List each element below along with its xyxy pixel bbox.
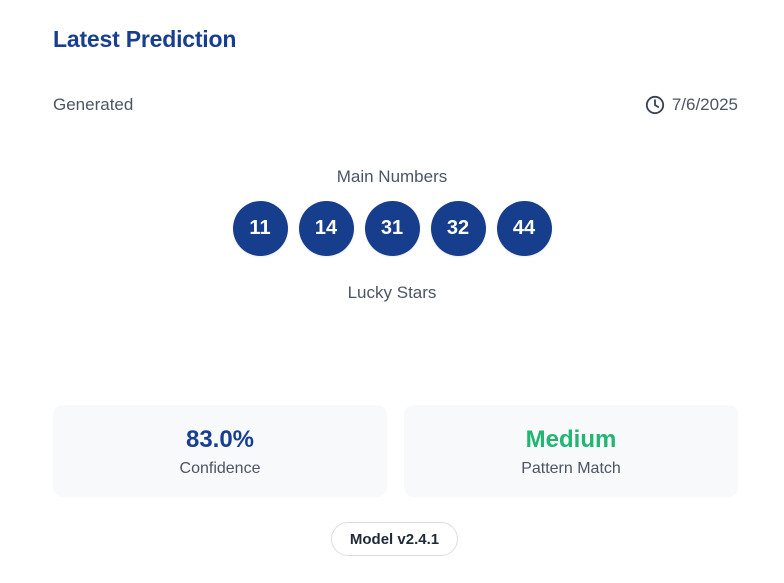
confidence-value: 83.0% <box>185 426 255 453</box>
number-ball: 11 <box>232 201 288 256</box>
generated-date: 7/6/2025 <box>645 95 738 115</box>
pattern-match-value: Medium <box>525 426 617 453</box>
confidence-label: Confidence <box>179 460 261 477</box>
generated-label: Generated <box>53 95 134 114</box>
pattern-match-label: Pattern Match <box>521 460 621 477</box>
confidence-card: 83.0% Confidence <box>53 405 387 497</box>
generated-date-text: 7/6/2025 <box>671 95 738 114</box>
main-numbers-label: Main Numbers <box>336 167 448 186</box>
number-ball: 44 <box>496 201 552 256</box>
lucky-stars-label: Lucky Stars <box>347 283 437 302</box>
main-numbers: 11 14 31 32 44 <box>0 201 784 256</box>
generated-row: Generated 7/6/2025 <box>53 93 738 117</box>
page-title: Latest Prediction <box>53 26 237 52</box>
clock-icon <box>645 95 665 115</box>
pattern-match-card: Medium Pattern Match <box>404 405 738 497</box>
number-ball: 32 <box>430 201 486 256</box>
number-ball: 31 <box>364 201 420 256</box>
model-badge: Model v2.4.1 <box>331 522 458 556</box>
number-ball: 14 <box>298 201 354 256</box>
